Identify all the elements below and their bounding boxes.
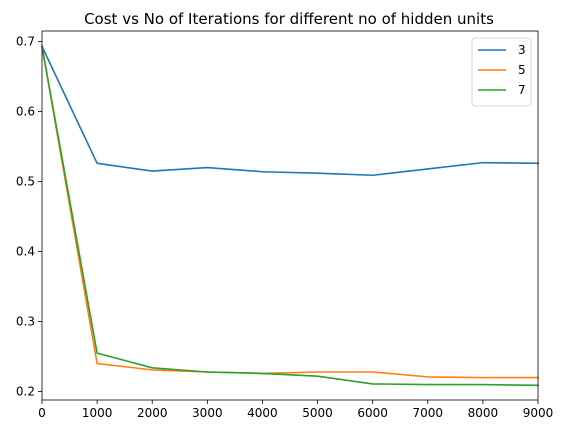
y-tick-label: 0.4: [16, 245, 35, 259]
x-tick-label: 8000: [468, 406, 499, 420]
legend: 3 5 7: [471, 37, 532, 107]
x-tick-label: 0: [38, 406, 46, 420]
x-tick-label: 7000: [413, 406, 444, 420]
chart-title: Cost vs No of Iterations for different n…: [84, 10, 494, 28]
legend-box: [471, 37, 532, 107]
x-tick-label: 5000: [302, 406, 333, 420]
series-layer: [40, 45, 539, 387]
y-tick-label: 0.2: [16, 385, 35, 399]
legend-label-5: 5: [518, 63, 526, 77]
y-tick-label: 0.6: [16, 105, 35, 119]
x-tick-label: 3000: [192, 406, 223, 420]
x-tick-label: 4000: [247, 406, 278, 420]
legend-label-7: 7: [518, 83, 526, 97]
series-line-5: [41, 45, 539, 379]
plot-frame: [41, 30, 539, 401]
x-tick-label: 1000: [82, 406, 113, 420]
series-line-3: [40, 45, 539, 177]
axes-layer: 0 1000 2000 3000 4000 5000 6000 7000 8000 9000 0.2…: [16, 30, 554, 420]
y-tick-label: 0.7: [16, 35, 35, 49]
x-tick-label: 6000: [357, 406, 388, 420]
x-tick-label: 9000: [523, 406, 554, 420]
series-line-7: [41, 45, 539, 387]
y-tick-label: 0.5: [16, 175, 35, 189]
y-tick-label: 0.3: [16, 315, 35, 329]
x-tick-label: 2000: [137, 406, 168, 420]
legend-label-3: 3: [518, 43, 526, 57]
